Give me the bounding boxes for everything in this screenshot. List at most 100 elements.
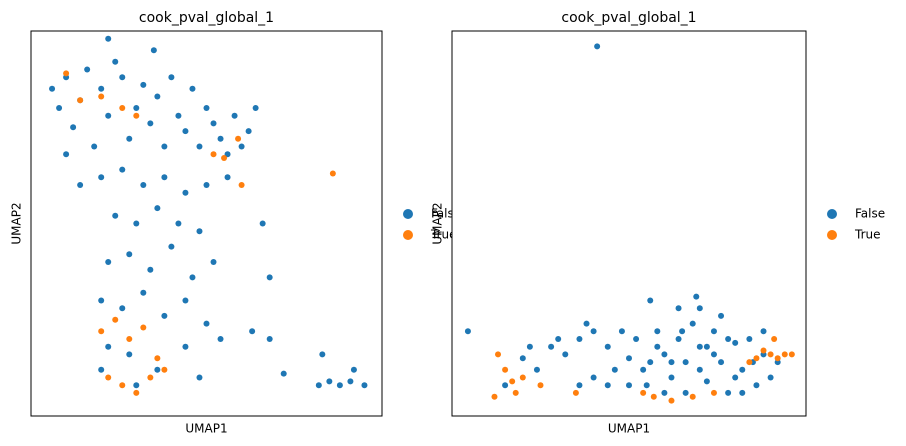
point (464, 328, 471, 335)
point (519, 374, 526, 381)
point (154, 366, 161, 373)
point (126, 251, 133, 258)
point (168, 74, 175, 81)
point (781, 351, 788, 358)
point (175, 112, 182, 119)
point (739, 389, 746, 396)
point (519, 355, 526, 362)
point (161, 312, 168, 319)
point (710, 351, 717, 358)
point (126, 135, 133, 142)
point (604, 382, 611, 389)
point (119, 166, 126, 173)
point (224, 174, 231, 181)
point (590, 374, 597, 381)
point (238, 182, 245, 188)
point (491, 393, 498, 400)
point (210, 259, 217, 265)
point (689, 393, 696, 400)
point (703, 343, 710, 350)
point (196, 374, 203, 381)
point (98, 297, 105, 304)
point (533, 366, 540, 373)
point (119, 105, 126, 111)
legend-marker (403, 230, 413, 240)
point (746, 336, 753, 342)
point (91, 143, 98, 150)
point (133, 112, 140, 119)
point (252, 105, 259, 111)
point (537, 382, 544, 389)
point (147, 266, 154, 273)
point (105, 374, 112, 381)
point (70, 124, 77, 131)
point (98, 366, 105, 373)
chart-title: cook_pval_global_1 (139, 10, 274, 26)
point (771, 336, 778, 342)
x-axis-label: UMAP1 (608, 422, 650, 436)
point (548, 343, 555, 350)
point (147, 120, 154, 127)
point (675, 336, 682, 342)
point (710, 328, 717, 335)
point (231, 112, 238, 119)
point (315, 382, 322, 389)
point (150, 47, 157, 54)
point (112, 316, 119, 323)
legend-label: True (430, 228, 457, 242)
point (336, 382, 343, 389)
point (98, 174, 105, 181)
legend-label: True (854, 228, 881, 242)
point (633, 336, 640, 342)
point (140, 324, 147, 331)
point (725, 336, 732, 342)
point (189, 85, 196, 92)
point (161, 366, 168, 373)
point (643, 382, 650, 389)
point (626, 382, 632, 389)
point (140, 81, 147, 88)
point (611, 366, 618, 373)
point (753, 382, 760, 389)
x-axis-label: UMAP1 (185, 422, 227, 436)
point (739, 366, 746, 373)
point (746, 359, 753, 366)
point (210, 120, 217, 127)
point (133, 389, 140, 396)
point (77, 182, 84, 188)
point (661, 351, 668, 358)
point (280, 370, 287, 377)
point (668, 359, 675, 366)
point (154, 93, 161, 100)
point (361, 382, 368, 389)
point (196, 143, 203, 150)
point (175, 220, 182, 227)
y-axis-label: UMAP2 (10, 202, 24, 244)
point (689, 320, 696, 327)
legend-marker (403, 209, 413, 219)
point (718, 312, 725, 319)
point (703, 378, 710, 385)
point (168, 243, 175, 250)
point (693, 293, 700, 300)
point (618, 328, 625, 335)
point (668, 374, 675, 381)
point (119, 74, 126, 81)
point (732, 374, 739, 381)
point (49, 85, 56, 92)
point (788, 351, 795, 358)
point (147, 374, 154, 381)
point (583, 320, 590, 327)
legend-label: False (855, 207, 885, 221)
point (221, 155, 228, 162)
point (77, 97, 84, 104)
point (350, 366, 357, 373)
point (112, 212, 119, 219)
point (98, 328, 105, 335)
point (182, 297, 189, 304)
point (640, 366, 647, 373)
point (210, 151, 217, 158)
point (105, 259, 112, 265)
point (203, 320, 210, 327)
